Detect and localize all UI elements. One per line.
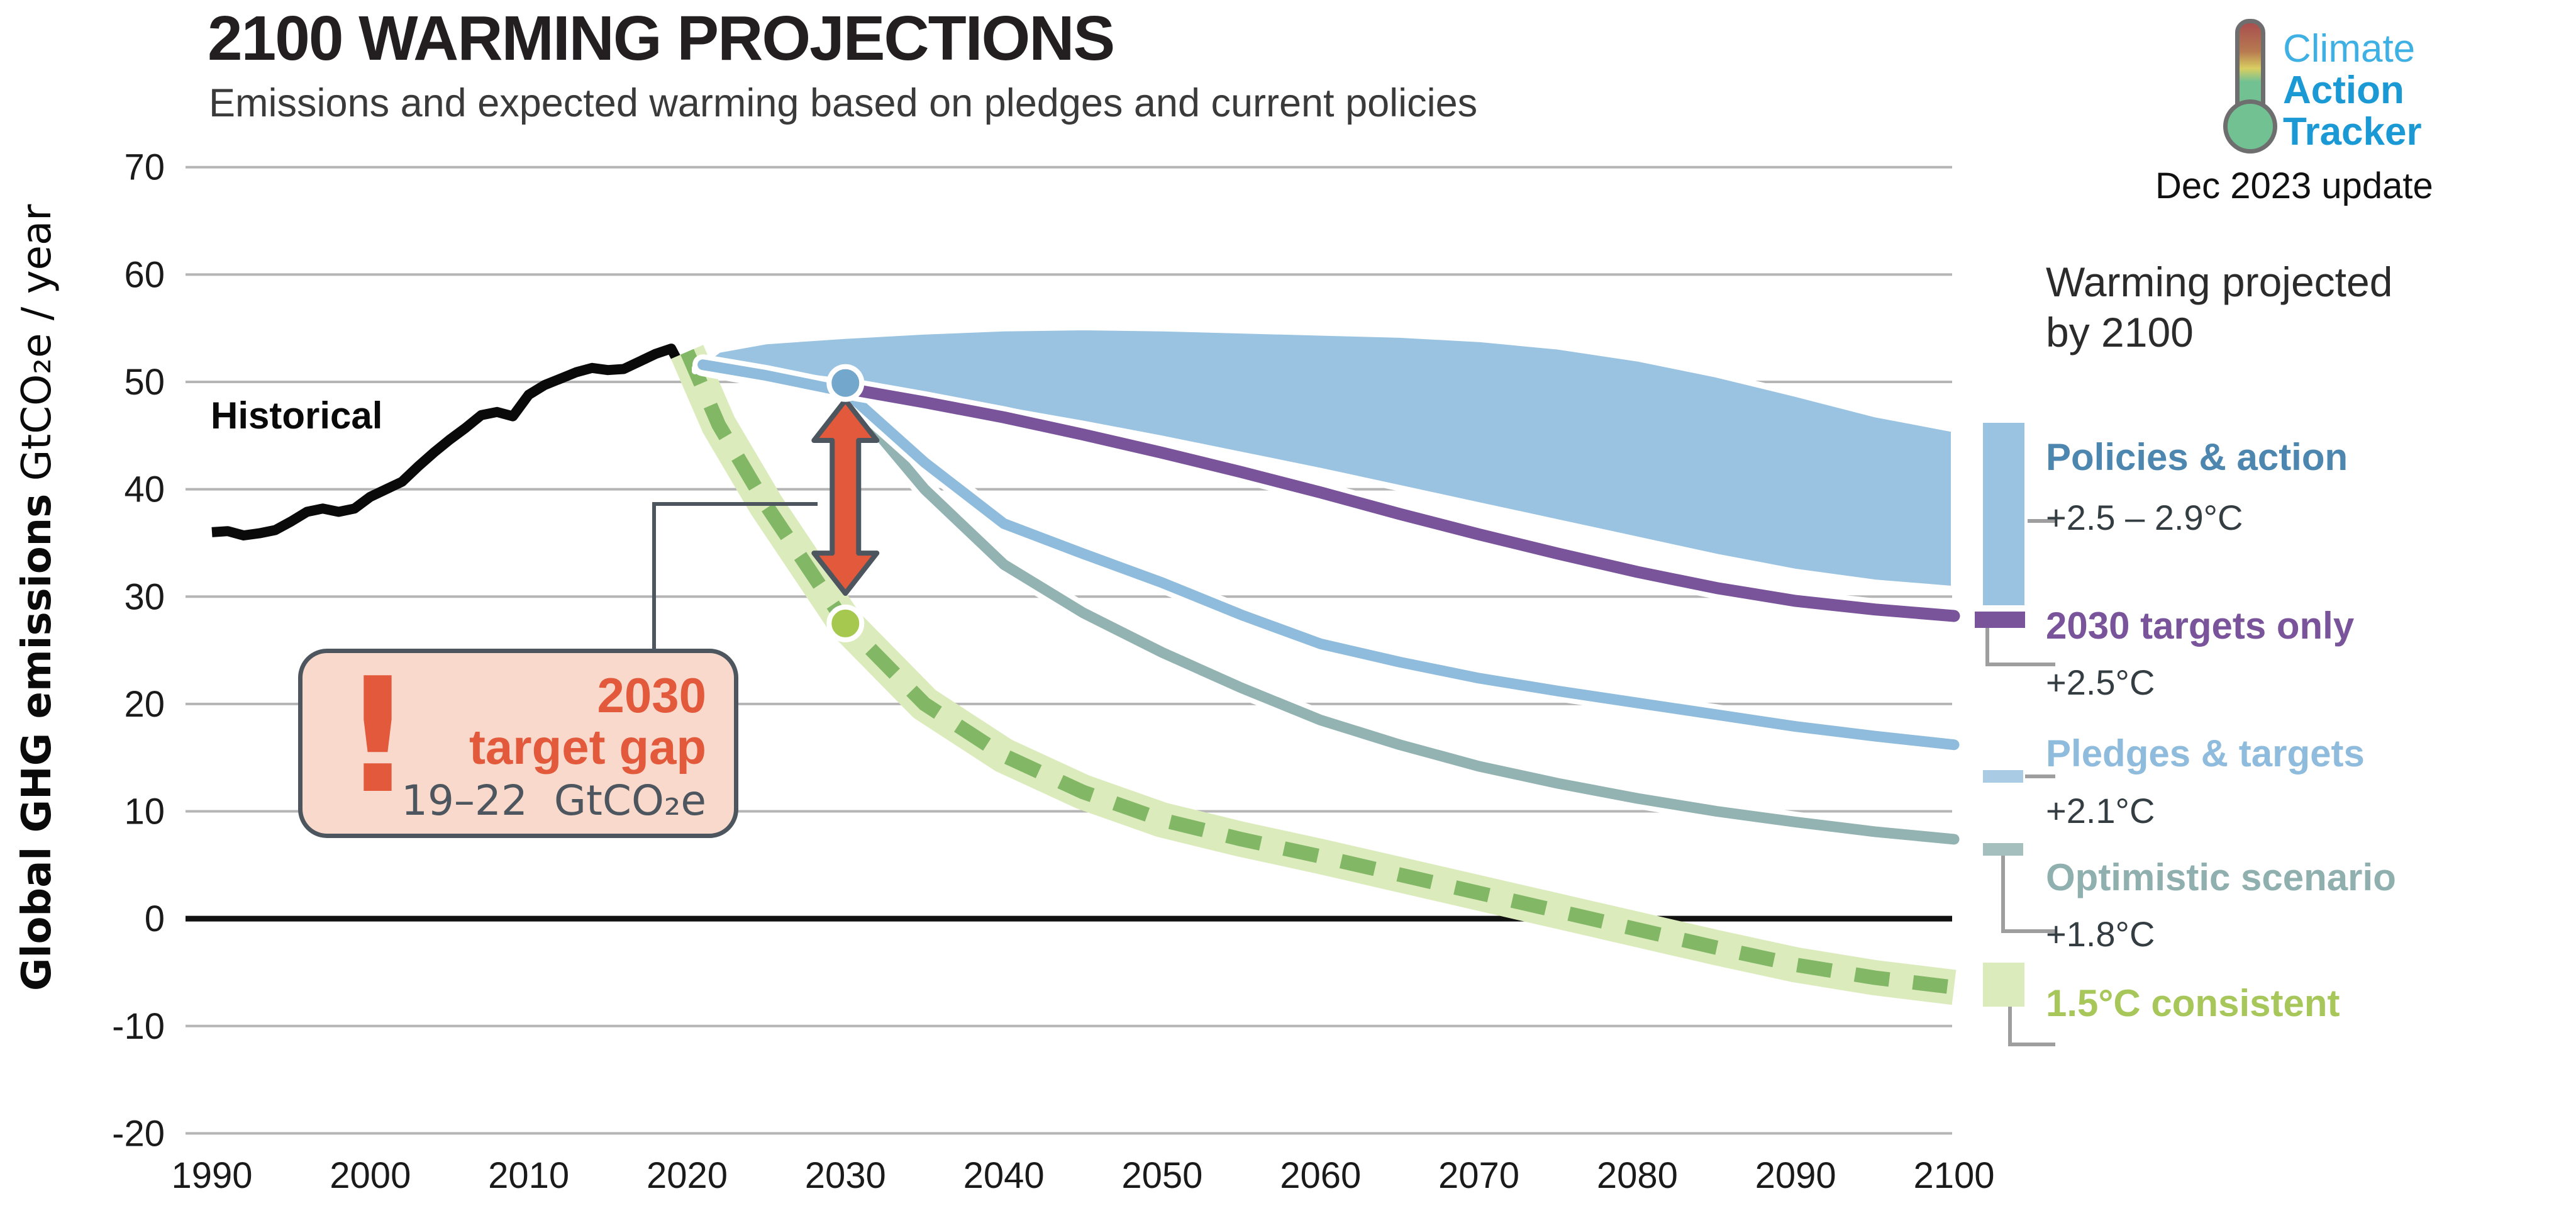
series-line-2030-targets-only xyxy=(839,382,1960,622)
gap-callout-connector xyxy=(652,502,818,650)
legend-label-policies: Policies & action xyxy=(2046,436,2348,478)
legend-swatch-pledges xyxy=(1983,770,2023,783)
x-tick-label: 2060 xyxy=(1280,1155,1361,1196)
y-tick-label: 40 xyxy=(124,469,165,510)
target-gap-callout: ! 2030 target gap 19–22 GtCO₂e xyxy=(298,644,738,838)
gap-callout-value: 19–22 GtCO₂e xyxy=(401,776,706,825)
legend-swatch-optimistic xyxy=(1983,843,2023,856)
logo-word-climate: Climate xyxy=(2283,27,2416,70)
x-tick-label: 1990 xyxy=(171,1155,252,1196)
y-tick-label: 10 xyxy=(124,791,165,832)
logo-word-action: Action xyxy=(2283,69,2404,112)
legend-label-2030targets: 2030 targets only xyxy=(2046,605,2355,647)
x-tick-label: 2010 xyxy=(488,1155,569,1196)
legend-connector-line xyxy=(1985,628,2055,666)
update-date: Dec 2023 update xyxy=(2155,165,2433,206)
thermometer-bulb xyxy=(2223,99,2277,154)
x-tick-label: 2100 xyxy=(1913,1155,1994,1196)
legend-heading: Warming projected by 2100 xyxy=(2046,257,2392,357)
y-axis-label-units: GtCO₂e / year xyxy=(14,204,60,494)
logo-word-tracker: Tracker xyxy=(2283,110,2422,154)
x-tick-label: 2050 xyxy=(1121,1155,1202,1196)
exclamation-icon: ! xyxy=(341,644,414,829)
series-policies-band xyxy=(692,324,1957,593)
historical-series-label: Historical xyxy=(211,394,383,437)
legend-swatch-targets2030 xyxy=(1975,612,2025,628)
y-tick-label: -10 xyxy=(112,1006,165,1047)
page-subtitle: Emissions and expected warming based on … xyxy=(209,81,1478,125)
thermometer-logo-icon xyxy=(2223,19,2277,154)
legend-heading-line2: by 2100 xyxy=(2046,309,2194,355)
gap-callout-year: 2030 xyxy=(597,668,706,723)
y-tick-label: 70 xyxy=(124,147,165,188)
x-tick-label: 2020 xyxy=(647,1155,728,1196)
legend-temp-2030targets: +2.5°C xyxy=(2046,663,2155,702)
policies-2030-dot xyxy=(826,364,865,402)
x-tick-label: 2080 xyxy=(1597,1155,1678,1196)
x-tick-label: 2070 xyxy=(1438,1155,1519,1196)
series-line-pledges-targets xyxy=(697,359,1960,751)
legend-connector-line xyxy=(2008,1007,2055,1046)
gap-arrow xyxy=(811,398,880,596)
legend-label-15consistent: 1.5°C consistent xyxy=(2046,982,2340,1024)
legend-swatch-policies xyxy=(1983,423,2024,605)
x-tick-label: 2040 xyxy=(963,1155,1045,1196)
y-tick-label: 30 xyxy=(124,576,165,617)
series-15c-band xyxy=(670,345,1957,1005)
y-tick-label: 50 xyxy=(124,362,165,403)
y-axis-label-bold: Global GHG emissions xyxy=(14,494,60,991)
x-tick-label: 2090 xyxy=(1755,1155,1836,1196)
y-tick-label: 0 xyxy=(145,898,165,939)
legend-label-optimistic: Optimistic scenario xyxy=(2046,856,2396,898)
chart-annotations xyxy=(652,364,2055,1046)
gap-callout-title: target gap xyxy=(469,719,706,775)
series-line-optimistic-scenario xyxy=(697,360,1960,845)
legend-temp-pledges: +2.1°C xyxy=(2046,791,2155,830)
legend-label-pledges: Pledges & targets xyxy=(2046,732,2365,775)
y-tick-label: 20 xyxy=(124,684,165,725)
legend-connector-line xyxy=(2001,856,2055,933)
x-tick-label: 2030 xyxy=(805,1155,886,1196)
y-tick-label: 60 xyxy=(124,254,165,295)
y-tick-label: -20 xyxy=(112,1113,165,1154)
page-title: 2100 WARMING PROJECTIONS xyxy=(208,3,1115,74)
series-line-historical xyxy=(211,344,692,540)
chart-series xyxy=(211,324,1965,1005)
legend-heading-line1: Warming projected xyxy=(2046,259,2393,305)
consistent-2030-dot xyxy=(826,604,865,642)
legend-temp-optimistic: +1.8°C xyxy=(2046,914,2155,954)
y-axis-label: Global GHG emissions GtCO₂e / year xyxy=(14,204,60,991)
x-tick-label: 2000 xyxy=(330,1155,411,1196)
legend-swatch-consistent15 xyxy=(1983,963,2024,1007)
legend-temp-policies: +2.5 – 2.9°C xyxy=(2046,498,2243,537)
